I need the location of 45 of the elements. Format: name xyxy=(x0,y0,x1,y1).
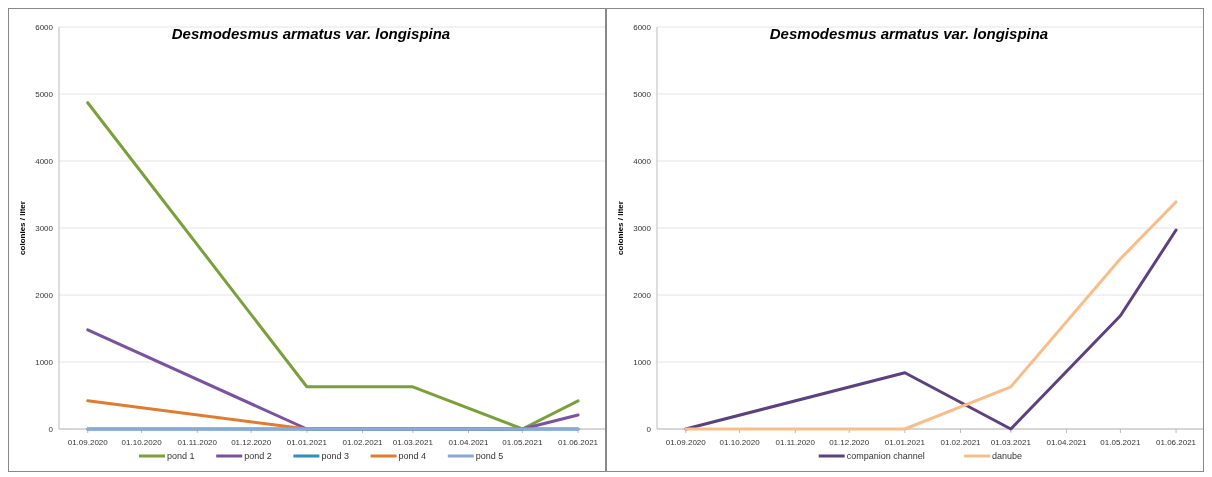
x-tick-label: 01.06.2021 xyxy=(558,438,599,447)
x-tick-label: 01.02.2021 xyxy=(342,438,384,447)
legend-label: pond 1 xyxy=(167,451,195,461)
x-tick-label: 01.02.2021 xyxy=(940,438,982,447)
legend-label: companion channel xyxy=(846,451,925,461)
chart-title: Desmodesmus armatus var. longispina xyxy=(769,25,1049,42)
y-axis-title: colonies / liter xyxy=(18,201,27,255)
y-tick-label: 2000 xyxy=(35,291,54,300)
x-tick-label: 01.10.2020 xyxy=(121,438,163,447)
y-tick-label: 1000 xyxy=(35,358,54,367)
x-tick-label: 01.11.2020 xyxy=(775,438,816,447)
y-tick-label: 6000 xyxy=(633,23,652,32)
y-tick-label: 0 xyxy=(48,425,54,434)
legend-label: pond 3 xyxy=(321,451,349,461)
x-tick-label: 01.11.2020 xyxy=(177,438,218,447)
x-tick-label: 01.09.2020 xyxy=(665,438,707,447)
y-tick-label: 5000 xyxy=(35,90,54,99)
x-tick-label: 01.10.2020 xyxy=(719,438,761,447)
y-tick-label: 4000 xyxy=(633,157,652,166)
y-tick-label: 2000 xyxy=(633,291,652,300)
y-tick-label: 3000 xyxy=(35,224,54,233)
y-tick-label: 3000 xyxy=(633,224,652,233)
x-tick-label: 01.04.2021 xyxy=(1046,438,1088,447)
y-tick-label: 6000 xyxy=(35,23,54,32)
x-tick-label: 01.09.2020 xyxy=(67,438,109,447)
x-tick-label: 01.03.2021 xyxy=(990,438,1032,447)
legend-label: danube xyxy=(992,451,1023,461)
legend-label: pond 5 xyxy=(475,451,504,461)
y-tick-label: 0 xyxy=(646,425,652,434)
chart-title: Desmodesmus armatus var. longispina xyxy=(171,25,451,42)
legend-label: pond 2 xyxy=(244,451,272,461)
x-tick-label: 01.01.2021 xyxy=(286,438,328,447)
y-axis-title: colonies / liter xyxy=(616,201,625,255)
x-tick-label: 01.05.2021 xyxy=(502,438,543,447)
x-tick-label: 01.01.2021 xyxy=(884,438,926,447)
y-tick-label: 4000 xyxy=(35,157,54,166)
y-tick-label: 1000 xyxy=(633,358,652,367)
x-tick-label: 01.04.2021 xyxy=(448,438,490,447)
x-tick-label: 01.05.2021 xyxy=(1100,438,1141,447)
x-tick-label: 01.03.2021 xyxy=(392,438,434,447)
x-tick-label: 01.12.2020 xyxy=(829,438,870,447)
x-tick-label: 01.06.2021 xyxy=(1156,438,1197,447)
y-tick-label: 5000 xyxy=(633,90,652,99)
legend-label: pond 4 xyxy=(398,451,427,461)
x-tick-label: 01.12.2020 xyxy=(231,438,272,447)
